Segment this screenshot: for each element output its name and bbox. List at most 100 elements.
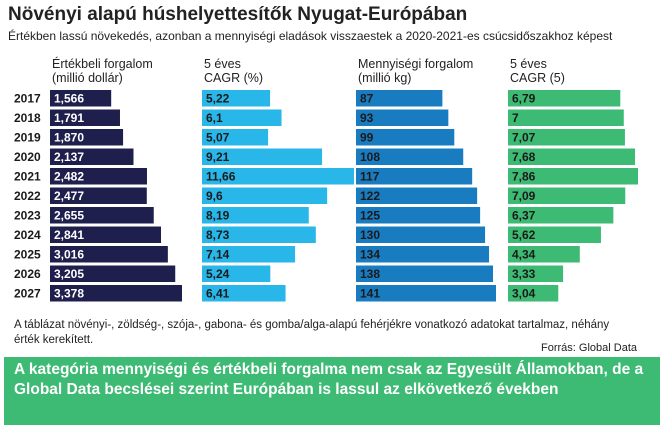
data-label-value-cagr: 6,41: [206, 286, 230, 300]
data-label-value-cagr: 9,21: [206, 150, 230, 164]
year-label: 2020: [14, 150, 41, 164]
source-label: Forrás: Global Data: [541, 342, 637, 354]
header-value-cagr-line2: CAGR (%): [204, 71, 264, 85]
bar-volume-sales: [356, 168, 473, 185]
data-label-volume-sales: 122: [360, 189, 380, 203]
bar-volume-cagr: [508, 90, 621, 107]
data-label-value-cagr: 6,1: [206, 111, 223, 125]
year-label: 2022: [14, 189, 41, 203]
bar-value-cagr: [202, 148, 323, 165]
bar-value-sales: [50, 90, 112, 107]
header-value-cagr: 5 éves CAGR (%): [204, 57, 263, 85]
year-label: 2021: [14, 169, 41, 183]
header-volume-sales: Mennyiségi forgalom (millió kg): [358, 57, 473, 85]
header-value-cagr-line1: 5 éves: [204, 57, 241, 71]
bar-value-cagr: [202, 187, 328, 204]
data-label-volume-sales: 141: [360, 286, 380, 300]
year-label: 2024: [14, 228, 41, 242]
year-label: 2018: [14, 111, 41, 125]
summary-banner-text: A kategória mennyiségi és értékbeli forg…: [14, 361, 644, 398]
bar-volume-sales: [356, 109, 449, 126]
bar-value-cagr: [202, 90, 271, 107]
bar-volume-cagr: [508, 246, 580, 263]
bar-volume-cagr: [508, 168, 638, 185]
data-label-volume-sales: 87: [360, 91, 374, 105]
bar-volume-cagr: [508, 148, 636, 165]
data-label-value-sales: 3,205: [54, 267, 84, 281]
data-label-value-cagr: 5,24: [206, 267, 230, 281]
bar-value-cagr: [202, 129, 269, 146]
bar-value-sales: [50, 207, 154, 224]
data-label-value-cagr: 5,07: [206, 130, 230, 144]
data-label-volume-cagr: 5,62: [512, 228, 536, 242]
data-label-value-sales: 2,482: [54, 169, 84, 183]
bar-value-cagr: [202, 207, 309, 224]
data-label-value-cagr: 8,73: [206, 228, 230, 242]
data-label-volume-sales: 138: [360, 267, 380, 281]
bar-volume-sales: [356, 285, 496, 302]
data-label-volume-cagr: 6,37: [512, 208, 536, 222]
data-label-volume-sales: 108: [360, 150, 380, 164]
bar-value-cagr: [202, 246, 296, 263]
data-label-value-cagr: 11,66: [206, 169, 236, 183]
bar-volume-cagr: [508, 187, 626, 204]
bar-volume-sales: [356, 148, 464, 165]
header-volume-cagr-line1: 5 éves: [510, 57, 547, 71]
header-value-sales-line1: Értékbeli forgalom: [52, 57, 153, 71]
data-label-volume-cagr: 7,86: [512, 169, 536, 183]
bar-volume-cagr: [508, 109, 624, 126]
data-label-value-sales: 1,791: [54, 111, 84, 125]
bar-volume-cagr: [508, 285, 559, 302]
data-label-volume-cagr: 7,68: [512, 150, 536, 164]
header-volume-cagr: 5 éves CAGR (5): [510, 57, 565, 85]
data-label-value-sales: 1,870: [54, 130, 84, 144]
data-label-volume-sales: 130: [360, 228, 380, 242]
year-label: 2019: [14, 130, 41, 144]
bar-value-sales: [50, 285, 182, 302]
data-label-value-cagr: 9,6: [206, 189, 223, 203]
data-label-volume-cagr: 4,34: [512, 247, 536, 261]
data-label-value-sales: 2,841: [54, 228, 84, 242]
bar-value-cagr: [202, 168, 354, 185]
data-label-value-cagr: 5,22: [206, 91, 230, 105]
bar-value-sales: [50, 246, 168, 263]
data-label-value-cagr: 7,14: [206, 247, 230, 261]
bar-volume-sales: [356, 90, 443, 107]
year-label: 2023: [14, 208, 41, 222]
data-label-value-sales: 1,566: [54, 91, 84, 105]
header-value-sales: Értékbeli forgalom (millió dollár): [52, 57, 153, 85]
bar-value-sales: [50, 168, 147, 185]
data-label-value-sales: 3,378: [54, 286, 84, 300]
data-label-value-sales: 2,655: [54, 208, 84, 222]
bar-value-sales: [50, 187, 147, 204]
bar-value-cagr: [202, 109, 282, 126]
header-value-sales-line2: (millió dollár): [52, 71, 123, 85]
bar-value-cagr: [202, 265, 271, 282]
header-volume-sales-line2: (millió kg): [358, 71, 412, 85]
bar-value-sales: [50, 265, 176, 282]
bar-volume-cagr: [508, 207, 614, 224]
data-label-volume-sales: 125: [360, 208, 380, 222]
data-label-value-sales: 2,137: [54, 150, 84, 164]
data-label-value-sales: 3,016: [54, 247, 84, 261]
bar-value-sales: [50, 109, 120, 126]
bar-volume-cagr: [508, 226, 601, 243]
data-label-volume-sales: 117: [360, 169, 380, 183]
bar-chart: 2017 2018 2019 2020 2021 2022 2023 2024 2025 2026…: [14, 90, 638, 302]
data-label-volume-cagr: 6,79: [512, 91, 536, 105]
data-label-volume-cagr: 7,07: [512, 130, 536, 144]
data-label-volume-cagr: 7: [512, 111, 519, 125]
header-volume-sales-line1: Mennyiségi forgalom: [358, 57, 474, 71]
bar-volume-sales: [356, 129, 455, 146]
chart-subtitle: Értékben lassú növekedés, azonban a menn…: [8, 29, 613, 43]
header-volume-cagr-line2: CAGR (5): [510, 71, 565, 85]
year-label: 2026: [14, 267, 41, 281]
bar-volume-cagr: [508, 265, 564, 282]
data-label-value-sales: 2,477: [54, 189, 84, 203]
year-label: 2017: [14, 91, 41, 105]
chart-title: Növényi alapú húshelyettesítők Nyugat-Eu…: [8, 4, 468, 25]
data-label-volume-cagr: 7,09: [512, 189, 536, 203]
summary-banner: A kategória mennyiségi és értékbeli forg…: [4, 357, 660, 425]
bar-volume-sales: [356, 187, 478, 204]
bar-value-sales: [50, 148, 134, 165]
